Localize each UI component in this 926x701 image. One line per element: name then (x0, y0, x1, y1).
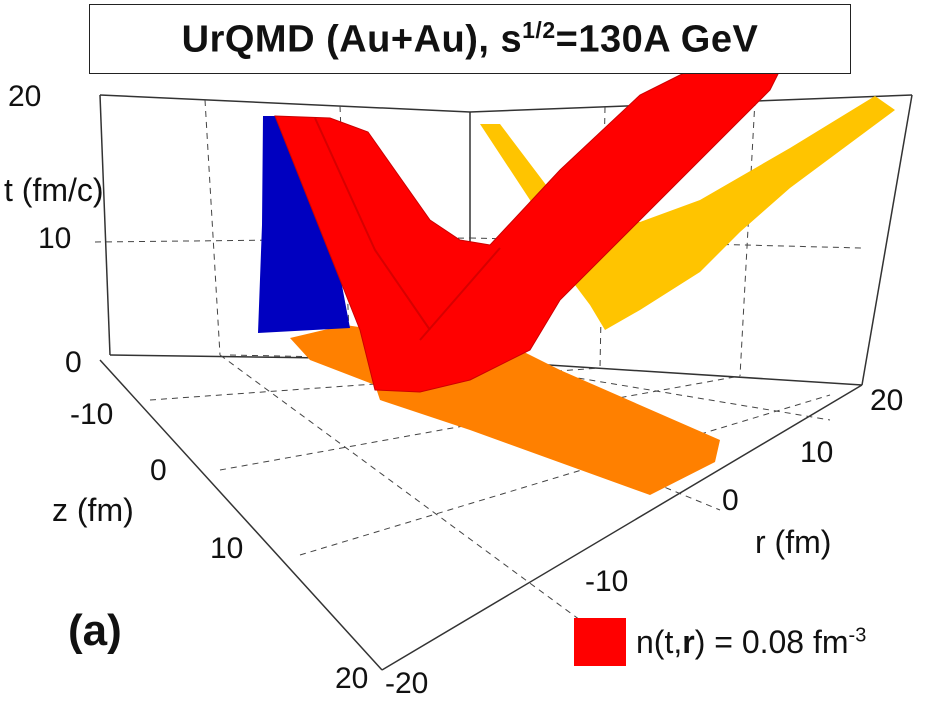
t-tick-20: 20 (8, 80, 42, 113)
front-edge-r (381, 384, 863, 671)
red-isosurface-ridge (314, 117, 501, 341)
title-rest: =130A GeV (555, 18, 759, 61)
title-box: UrQMD (Au+Au), s1/2=130A GeV (89, 4, 851, 74)
r-tick-10: 10 (800, 436, 834, 469)
legend-bold: r (682, 623, 695, 660)
projection-t-z-wall (258, 116, 350, 333)
r-tick--20: -20 (385, 667, 429, 700)
z-tick-20: 20 (335, 662, 369, 695)
z-tick-10: 10 (210, 532, 244, 565)
legend: n(t,r) = 0.08 fm-3 (574, 618, 866, 666)
r-tick-0: 0 (722, 484, 739, 517)
t-tick-0: 0 (65, 346, 82, 379)
back-wall-left-edge (99, 94, 111, 356)
title-main: UrQMD (Au+Au), s (181, 18, 523, 61)
legend-suffix: ) = 0.08 fm (694, 623, 849, 660)
back-wall-top-left (99, 94, 471, 113)
r-tick-20: 20 (870, 384, 904, 417)
t-tick-10: 10 (38, 222, 72, 255)
panel-label: (a) (68, 606, 122, 655)
t-axis-label: t (fm/c) (4, 172, 104, 208)
legend-prefix: n(t, (636, 623, 683, 660)
legend-sup: -3 (848, 623, 867, 646)
back-wall-right-edge (861, 94, 913, 386)
z-tick-0: 0 (150, 454, 167, 487)
chart-title: UrQMD (Au+Au), s1/2=130A GeV (182, 17, 759, 62)
grid-floor-c (299, 394, 831, 556)
grid-r-vert-b (739, 99, 756, 377)
r-axis-label: r (fm) (755, 524, 832, 560)
z-axis-label: z (fm) (52, 492, 134, 528)
title-sup: 1/2 (522, 16, 556, 43)
front-edge-z (99, 359, 383, 671)
grid-z-vert-a (204, 99, 221, 356)
r-tick--10: -10 (585, 565, 629, 598)
grid-floor-d (219, 354, 581, 621)
z-tick--10: -10 (70, 398, 114, 431)
legend-swatch (574, 618, 626, 666)
legend-text: n(t,r) = 0.08 fm-3 (636, 624, 866, 661)
